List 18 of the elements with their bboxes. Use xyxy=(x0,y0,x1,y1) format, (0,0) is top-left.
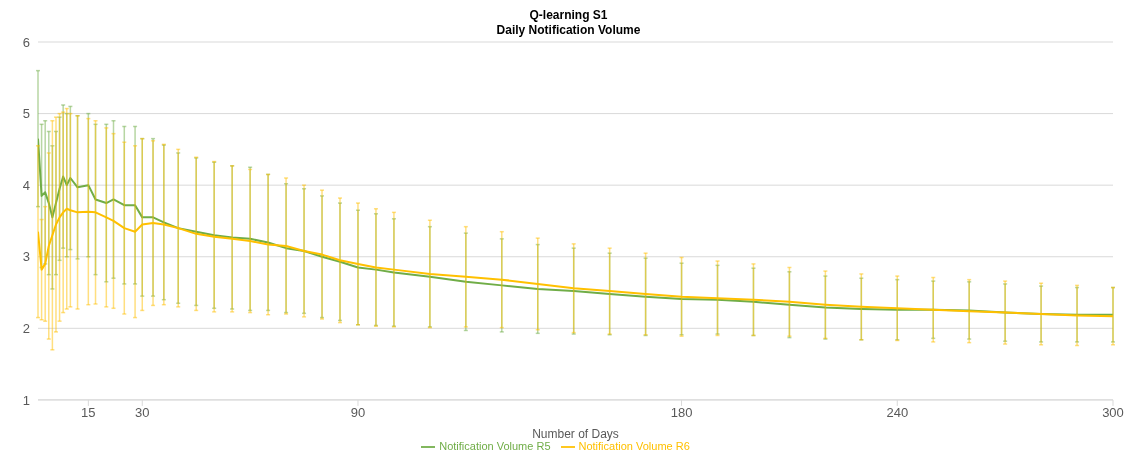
y-tick-label: 1 xyxy=(22,392,30,408)
x-axis-title: Number of Days xyxy=(532,426,619,441)
x-tick-label: 240 xyxy=(886,405,909,421)
line-series xyxy=(38,137,1113,316)
y-tick-label: 2 xyxy=(22,320,30,336)
y-tick-label: 4 xyxy=(22,177,30,193)
chart-subtitle: Daily Notification Volume xyxy=(496,23,641,37)
x-tick-label: 15 xyxy=(81,405,96,421)
y-tick-label: 3 xyxy=(22,249,30,265)
x-tick-label: 90 xyxy=(350,405,366,421)
y-tick-label: 6 xyxy=(22,34,30,50)
y-tick-label: 5 xyxy=(22,106,30,122)
chart-title: Q-learning S1 xyxy=(528,8,609,23)
x-tick-label: 300 xyxy=(1102,405,1124,421)
x-tick-label: 30 xyxy=(135,405,150,421)
x-tick-label: 180 xyxy=(670,405,693,421)
legend-label: Notification Volume R5 xyxy=(439,439,551,452)
line-series xyxy=(38,207,1113,318)
